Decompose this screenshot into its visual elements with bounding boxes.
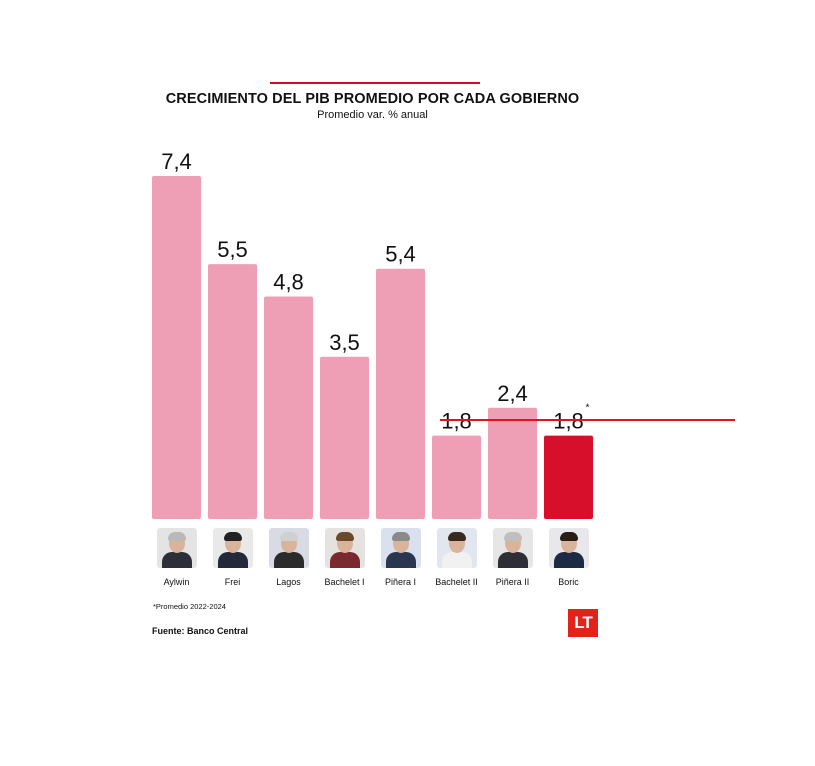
aylwin-portrait-icon <box>156 528 197 568</box>
chart-title: CRECIMIENTO DEL PIB PROMEDIO POR CADA GO… <box>165 91 580 107</box>
pinera-portrait-icon <box>380 528 421 568</box>
category-label: Piñera I <box>384 577 417 587</box>
category-label: Boric <box>558 577 579 587</box>
lagos-portrait-icon <box>268 528 309 568</box>
source-note: Fuente: Banco Central <box>152 626 249 636</box>
data-label: 1,8 <box>441 409 472 434</box>
chart-subtitle: Promedio var. % anual <box>317 109 428 121</box>
boric-portrait-icon <box>548 528 589 568</box>
data-label: 4,8 <box>273 270 304 295</box>
footnote: *Promedio 2022-2024 <box>153 602 226 611</box>
category-label: Aylwin <box>163 577 190 587</box>
category-label: Bachelet II <box>435 577 478 587</box>
title-rule <box>270 82 480 84</box>
category-label: Lagos <box>276 577 301 587</box>
category-label: Frei <box>224 577 241 587</box>
data-label: 5,4 <box>385 242 416 267</box>
bar-bachelet-i <box>320 356 369 519</box>
data-label: 2,4 <box>497 381 528 406</box>
bar-piñera-i <box>376 268 425 519</box>
data-label: 7,4 <box>161 149 192 174</box>
pinera-portrait-icon <box>492 528 533 568</box>
data-label: 5,5 <box>217 237 248 262</box>
data-label: 3,5 <box>329 330 360 355</box>
category-label: Piñera II <box>495 577 530 587</box>
bar-frei <box>208 264 257 519</box>
bar-aylwin <box>152 176 201 519</box>
frei-portrait-icon <box>212 528 253 568</box>
data-label: 1,8 <box>553 409 584 434</box>
bachelet-portrait-icon <box>436 528 477 568</box>
reference-line <box>440 419 735 421</box>
bar-boric <box>544 435 593 519</box>
category-label: Bachelet I <box>324 577 365 587</box>
footnote-marker: * <box>586 403 590 414</box>
bachelet-portrait-icon <box>324 528 365 568</box>
bar-lagos <box>264 296 313 519</box>
bar-bachelet-ii <box>432 435 481 519</box>
bar-piñera-ii <box>488 407 537 519</box>
la-tercera-logo: LT <box>568 609 598 637</box>
